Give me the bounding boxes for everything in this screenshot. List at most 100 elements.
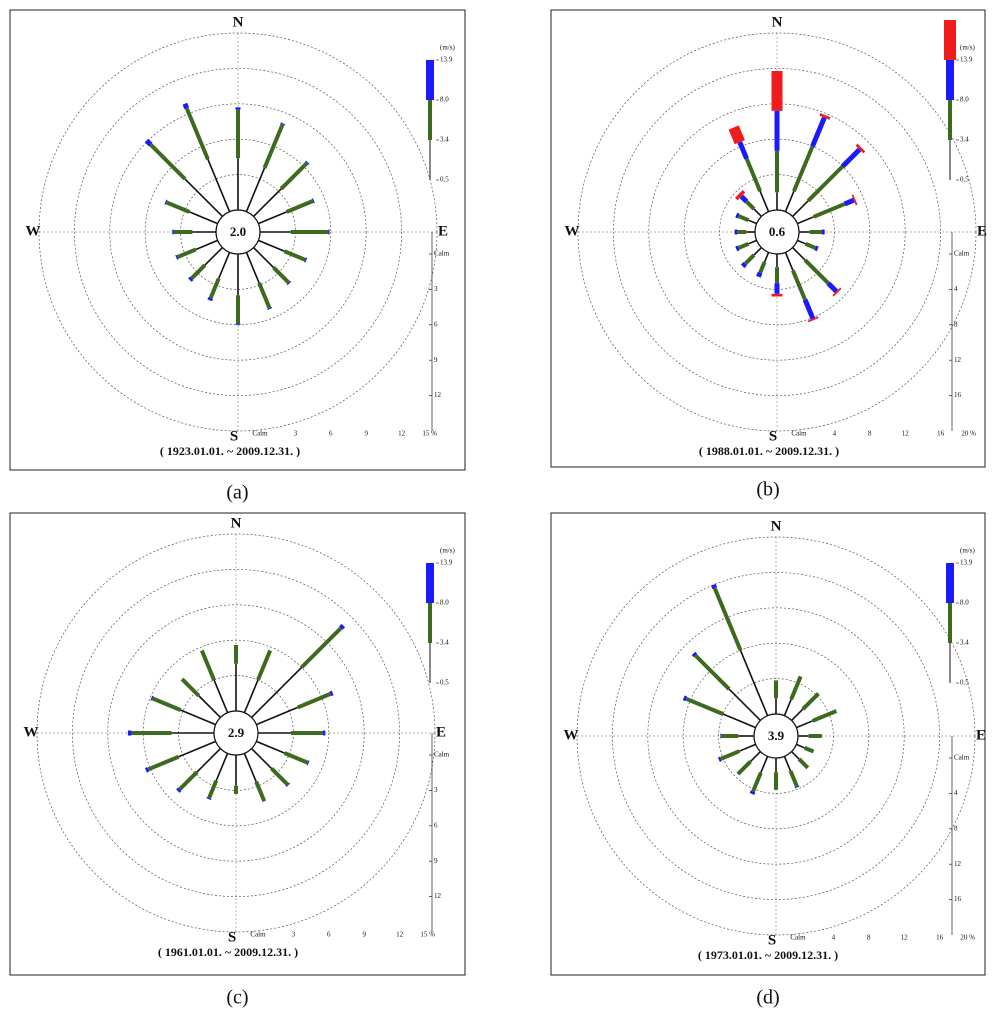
r-tick-label: Calm: [252, 430, 268, 438]
legend-swatch: [946, 60, 954, 100]
r-tick-label: 16: [954, 895, 962, 903]
panel-frame: [9, 9, 466, 471]
r-tick-label: 9: [434, 857, 438, 865]
legend-unit: (m/s): [960, 44, 975, 52]
wind-segment: [305, 160, 310, 165]
r-tick-label: 12: [902, 430, 910, 438]
panel-frame: [9, 512, 466, 976]
direction-label: W: [565, 223, 580, 239]
wind-segment: [182, 102, 189, 110]
wind-segment: [792, 145, 815, 192]
grid-ring: [613, 68, 941, 396]
wind-segment: [180, 709, 216, 726]
legend-unit: (m/s): [960, 547, 975, 555]
r-tick-label: 9: [362, 931, 366, 939]
wind-segment: [735, 190, 746, 201]
r-tick-label: Calm: [790, 934, 806, 942]
direction-label: E: [977, 223, 987, 239]
wind-segment: [788, 770, 799, 788]
wind-segment: [743, 253, 756, 266]
wind-segment: [736, 760, 752, 776]
calm-value: 2.9: [228, 725, 245, 740]
r-tick-label: 6: [329, 430, 333, 438]
direction-label: W: [564, 727, 579, 743]
r-tick-label: 12: [434, 391, 442, 399]
r-tick-label: Calm: [434, 250, 450, 258]
legend-swatch: [948, 100, 952, 140]
wind-segment: [176, 247, 197, 259]
r-tick-label: 4: [833, 430, 837, 438]
r-tick-label: 12: [398, 430, 406, 438]
wind-segment: [300, 626, 343, 669]
r-tick-label: 6: [434, 821, 438, 829]
wind-segment: [748, 219, 757, 225]
r-tick-label: 6: [327, 931, 331, 939]
legend-unit: (m/s): [440, 44, 455, 52]
wind-segment: [728, 125, 745, 145]
wind-segment: [797, 757, 810, 770]
r-tick-label: Calm: [434, 751, 450, 759]
wind-segment: [855, 143, 866, 154]
wind-segment: [784, 190, 795, 212]
wind-segment: [840, 147, 862, 169]
wind-segment: [711, 583, 718, 590]
grid-ring: [74, 68, 402, 396]
wind-segment: [735, 245, 740, 252]
grid-ring: [612, 572, 940, 900]
r-tick-label: 8: [954, 824, 958, 832]
wind-segment: [329, 690, 334, 697]
wind-segment: [189, 211, 218, 225]
wind-segment: [826, 281, 839, 294]
calm-circle: [213, 710, 259, 756]
legend-tick-label: 13.9: [440, 559, 453, 567]
r-tick-label: 9: [364, 430, 368, 438]
panel-label: (d): [756, 987, 779, 1009]
panel-label: (b): [756, 479, 779, 501]
grid-ring: [107, 604, 365, 862]
r-tick-label: 15 %: [422, 430, 437, 438]
wind-segment: [753, 246, 763, 256]
wind-segment: [144, 767, 150, 773]
wind-segment: [719, 749, 741, 761]
legend-swatch: [428, 100, 432, 140]
wind-segment: [751, 771, 763, 793]
wind-segment: [737, 241, 750, 250]
wind-segment: [737, 141, 749, 160]
wind-segment: [763, 252, 770, 263]
wind-segment: [262, 123, 285, 169]
calm-value: 0.6: [769, 224, 786, 239]
r-tick-label: 12: [434, 892, 442, 900]
grid-ring: [719, 174, 835, 290]
legend-tick-label: 13.9: [440, 56, 453, 64]
legend-swatch: [948, 603, 952, 643]
wind-segment: [250, 666, 303, 719]
wind-segment: [691, 651, 698, 658]
legend-tick-label: 3.4: [440, 639, 449, 647]
legend-swatch: [944, 20, 956, 60]
r-tick-label: 9: [434, 356, 438, 364]
legend-unit: (m/s): [440, 547, 455, 555]
r-tick-label: 16: [936, 934, 944, 942]
wind-segment: [819, 113, 831, 120]
wind-segment: [749, 790, 756, 795]
wind-segment: [178, 740, 216, 758]
wind-segment: [208, 277, 221, 299]
wind-segment: [296, 692, 332, 710]
direction-label: E: [436, 724, 446, 740]
wind-segment: [190, 263, 207, 280]
r-tick-label: 3: [292, 931, 296, 939]
period: ( 1961.01.01. ~ 2009.12.31. ): [158, 945, 298, 959]
panel-label: (c): [226, 987, 248, 1009]
wind-segment: [735, 212, 740, 219]
wind-segment: [806, 164, 845, 203]
r-tick-label: 4: [832, 934, 836, 942]
legend-tick-label: 0.5: [960, 176, 969, 184]
wind-segment: [204, 246, 224, 266]
wind-segment: [749, 750, 762, 763]
wind-segment: [195, 239, 218, 251]
r-tick-label: 12: [396, 931, 404, 939]
wind-segment: [147, 754, 180, 772]
r-tick-label: 3: [434, 285, 438, 293]
wind-segment: [685, 696, 724, 716]
calm-circle: [753, 713, 799, 759]
